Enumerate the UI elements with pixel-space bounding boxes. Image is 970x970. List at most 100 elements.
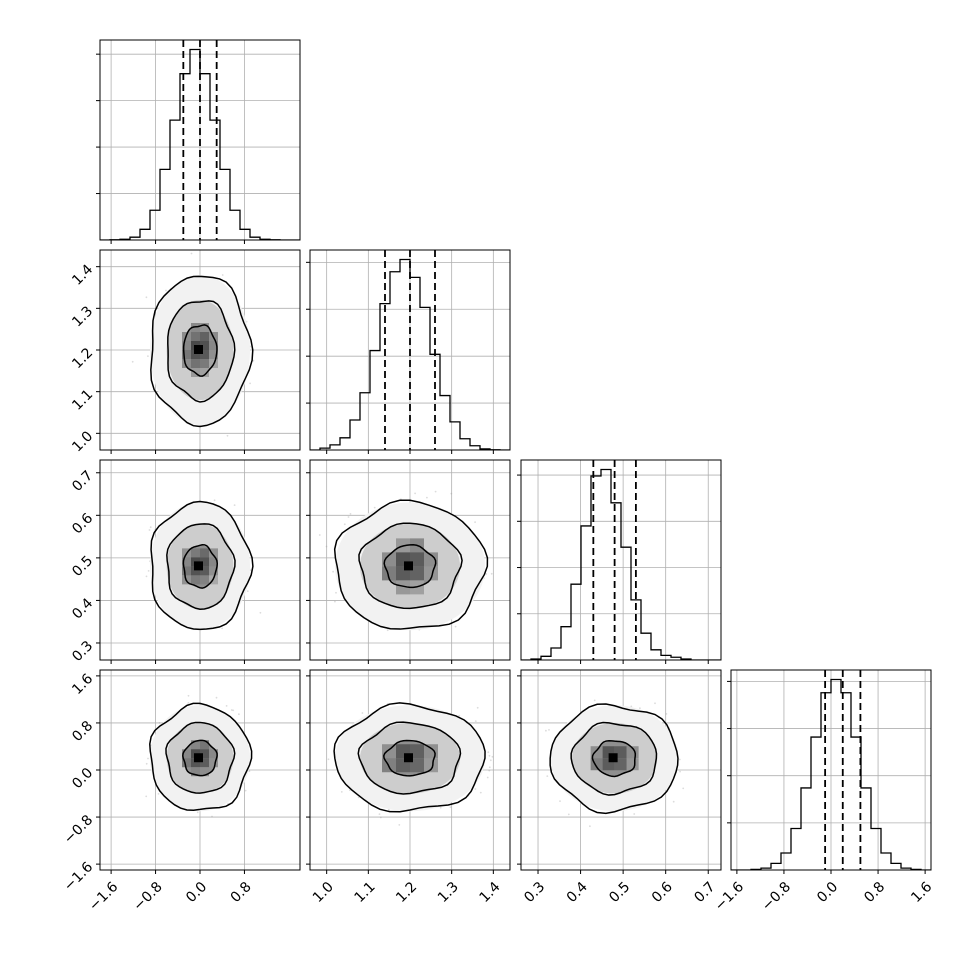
density-cell [424, 552, 438, 567]
density-cell [191, 767, 200, 777]
x-tick-label: 0.4 [564, 879, 591, 906]
density-cell [209, 350, 218, 359]
sample-point [458, 714, 461, 717]
sample-point [488, 769, 491, 772]
y-tick-label: 0.8 [69, 718, 96, 745]
sample-point [485, 573, 488, 575]
density-cell [626, 758, 639, 771]
sample-point [343, 523, 346, 526]
contour-line-1 [357, 721, 462, 795]
y-tick-label: 1.3 [69, 303, 96, 330]
sample-point [232, 709, 235, 712]
contour-line-2 [182, 324, 218, 377]
density-cell [209, 749, 218, 759]
sample-point [373, 506, 376, 509]
y-tick-label: 0.0 [69, 765, 96, 792]
density-cell [410, 566, 424, 581]
sample-point [233, 504, 236, 506]
contour-line-1 [167, 300, 236, 403]
density-cell [424, 744, 438, 759]
x-tick-label: 1.2 [393, 879, 420, 906]
density-cell [182, 350, 191, 359]
panel-0-0 [96, 39, 301, 244]
sample-point [474, 720, 477, 722]
histogram-step-1 [310, 258, 510, 450]
sample-point [157, 793, 160, 795]
density-cell [182, 758, 191, 768]
x-tick-label: 0.8 [861, 879, 888, 906]
x-tick-label: 1.6 [908, 879, 935, 906]
x-tick-label: 1.3 [435, 879, 462, 906]
x-tick-label: 0.8 [228, 879, 255, 906]
sample-point [259, 611, 262, 614]
contour-line-0 [549, 703, 679, 815]
sample-point [386, 629, 389, 632]
sample-point [678, 758, 681, 761]
density-cell [200, 557, 209, 567]
contour-line-1 [166, 523, 236, 610]
sample-point [479, 791, 482, 794]
sample-point [238, 713, 240, 716]
sample-point [378, 813, 381, 815]
sample-point [246, 590, 249, 592]
sample-point [334, 600, 336, 603]
panel-content [310, 250, 510, 450]
panel-content [521, 670, 721, 870]
density-cell [396, 580, 410, 595]
sample-point [474, 521, 476, 523]
sample-point [665, 713, 668, 715]
panel-3-2: 0.3 0.4 0.5 0.6 0.7 [517, 669, 722, 906]
sample-point [252, 359, 255, 362]
x-tick-label: −1.6 [86, 879, 121, 914]
sample-point [639, 707, 641, 710]
density-cell [200, 740, 209, 750]
sample-point [145, 795, 148, 798]
panel-2-2 [517, 459, 722, 664]
sample-point [332, 570, 334, 573]
density-cell [200, 548, 209, 558]
density-cell [209, 341, 218, 350]
x-tick-label: −0.8 [130, 879, 165, 914]
y-tick-label: 0.3 [69, 638, 96, 665]
sample-point [147, 757, 149, 760]
mode-marker [194, 561, 203, 571]
sample-point [349, 513, 352, 515]
contour-line-0 [150, 500, 254, 631]
contour-line-2 [182, 544, 219, 589]
panel-content [521, 460, 721, 660]
histogram-step-2 [521, 468, 721, 660]
density-cell [191, 548, 200, 558]
y-tick-label: 0.7 [69, 468, 96, 495]
y-tick-label: −0.8 [61, 812, 96, 847]
sample-point [672, 800, 675, 803]
contour-line-1 [358, 522, 463, 610]
panel-content [100, 250, 300, 450]
density-cell [424, 758, 438, 773]
sample-point [546, 775, 549, 777]
sample-point [654, 702, 656, 705]
sample-point [414, 492, 416, 495]
density-cell [182, 557, 191, 567]
density-cell [209, 566, 218, 576]
sample-point [548, 729, 550, 731]
mode-marker [194, 753, 203, 763]
density-cell [182, 341, 191, 350]
density-cell [200, 350, 209, 359]
density-cell [209, 548, 218, 558]
x-tick-label: 0.3 [521, 879, 548, 906]
density-cell [209, 557, 218, 567]
density-cell [191, 575, 200, 585]
density-cell [200, 566, 209, 576]
density-cell [191, 332, 200, 341]
panel-content [100, 460, 300, 660]
panel-content [731, 670, 931, 870]
sample-point [248, 770, 251, 773]
sample-point [187, 694, 190, 697]
sample-point [148, 529, 151, 531]
panel-content [310, 670, 510, 870]
density-cell [200, 368, 209, 377]
contour-line-0 [149, 702, 253, 811]
x-tick-label: −1.6 [712, 879, 747, 914]
y-tick-label: 1.2 [69, 345, 96, 372]
sample-point [679, 770, 681, 773]
